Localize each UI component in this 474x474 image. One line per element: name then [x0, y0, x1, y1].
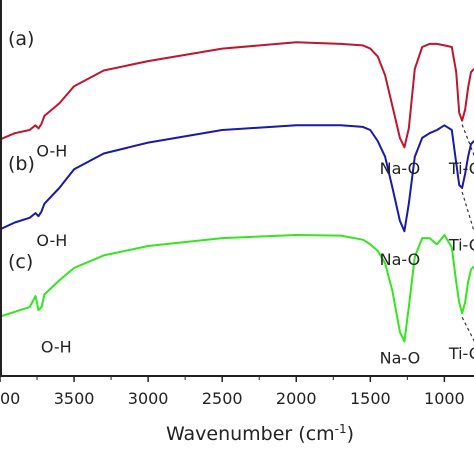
- peak-label-3-3: Ti-O: [448, 344, 474, 363]
- peak-leader-3: [461, 317, 474, 342]
- peak-label-2-3: Ti-O: [448, 236, 474, 255]
- x-axis-title-close: ): [347, 423, 354, 445]
- series-line-2: [0, 124, 474, 233]
- x-tick-label-6: 1000: [424, 389, 465, 408]
- peak-label-2-1: O-H: [36, 231, 67, 250]
- peak-leader-2: [461, 191, 474, 234]
- plot-area: [0, 41, 474, 343]
- panel-label-1: (a): [8, 28, 34, 50]
- peak-label-1-1: O-H: [36, 142, 67, 161]
- x-axis-title-main: Wavenumber (cm: [166, 423, 335, 445]
- x-axis-title-sup: -1: [335, 422, 347, 436]
- peak-label-2-2: Na-O: [380, 250, 421, 269]
- peak-label-1-3: Ti-O: [448, 159, 474, 178]
- peak-label-1-2: Na-O: [380, 159, 421, 178]
- peak-label-3-1: O-H: [41, 338, 72, 357]
- x-axis-title: Wavenumber (cm-1): [166, 422, 354, 445]
- x-tick-label-4: 2000: [276, 389, 317, 408]
- x-tick-label-1: 3500: [54, 389, 95, 408]
- series-line-1: [0, 41, 474, 149]
- x-tick-label-3: 2500: [202, 389, 243, 408]
- annotations: (a)O-HNa-OTi-O(b)O-HNa-OTi-O(c)O-HNa-OTi…: [8, 28, 474, 367]
- panel-label-2: (b): [8, 153, 35, 175]
- x-tick-label-5: 1500: [350, 389, 391, 408]
- series-line-3: [0, 234, 474, 343]
- peak-label-3-2: Na-O: [380, 348, 421, 367]
- x-tick-label-2: 3000: [128, 389, 169, 408]
- panel-label-3: (c): [8, 251, 33, 273]
- x-ticks: 4000 3500 3000 2500 2000 1500 1000: [0, 376, 465, 408]
- axes: [0, 0, 474, 377]
- x-tick-label-0: 4000: [0, 389, 20, 408]
